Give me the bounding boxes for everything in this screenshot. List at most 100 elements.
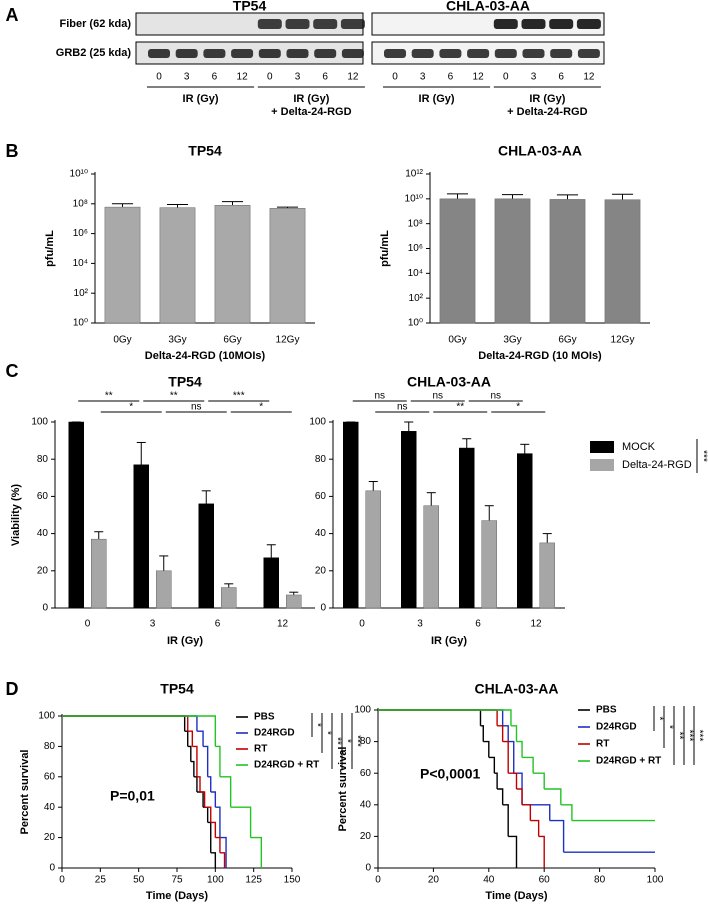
- survival-step: [207, 776, 212, 792]
- lane-label: 6: [212, 72, 218, 83]
- lane-label: 0: [392, 72, 398, 83]
- comparison-label: ns: [432, 391, 443, 402]
- chart-title: TP54: [168, 374, 202, 390]
- comparison-label: ns: [374, 391, 385, 402]
- comparison-label: **: [105, 391, 113, 402]
- survival-step: [215, 836, 221, 853]
- panel-label: B: [6, 141, 19, 161]
- survival-step: [193, 776, 198, 792]
- y-tick-label: 10¹⁰: [70, 169, 88, 180]
- legend-label: RT: [254, 744, 267, 755]
- survival-step: [522, 804, 551, 821]
- blot-title: TP54: [233, 0, 267, 14]
- condition-label: IR (Gy): [419, 93, 455, 105]
- y-tick-label: 10¹²: [405, 169, 423, 180]
- bar: [269, 208, 306, 324]
- significance-label: ***: [693, 730, 704, 742]
- survival-step: [510, 725, 518, 742]
- lane-label: 12: [583, 72, 595, 83]
- band: [341, 49, 364, 58]
- survival-step: [560, 804, 573, 821]
- survival-step: [516, 740, 523, 758]
- bar: [604, 199, 641, 324]
- survival-step: [219, 776, 232, 808]
- y-tick-label: 80: [37, 454, 49, 465]
- survival-step: [196, 791, 204, 808]
- lane-label: 0: [156, 72, 162, 83]
- y-tick-label: 0: [49, 863, 55, 874]
- x-axis-label: Delta-24-RGD (10MOIs): [145, 350, 266, 362]
- x-tick-label: 0: [59, 875, 65, 886]
- survival-step: [215, 745, 221, 777]
- x-tick-label: 12Gy: [611, 335, 635, 346]
- band: [521, 19, 546, 29]
- y-tick-label: 10⁴: [73, 258, 88, 269]
- y-tick-label: 40: [44, 802, 56, 813]
- y-axis-label: Percent survival: [19, 750, 31, 835]
- survival-step: [502, 725, 509, 742]
- chart-title: CHLA-03-AA: [475, 681, 559, 697]
- significance-label: *: [311, 723, 322, 727]
- y-tick-label: 10⁶: [73, 228, 88, 239]
- legend-swatch: [590, 459, 614, 471]
- lane-label: 6: [558, 72, 564, 83]
- x-tick-label: 6: [215, 619, 221, 630]
- bar: [481, 520, 497, 609]
- lane-label: 6: [448, 72, 454, 83]
- lane-label: 3: [531, 72, 537, 83]
- y-tick-label: 20: [360, 831, 372, 842]
- y-tick-label: 40: [315, 528, 327, 539]
- band: [576, 19, 601, 29]
- y-tick-label: 10⁰: [408, 318, 423, 329]
- significance-label: *: [653, 717, 664, 721]
- survival-step: [250, 836, 263, 868]
- survival-step: [544, 788, 562, 805]
- bar: [439, 198, 476, 324]
- lane-label: 12: [237, 72, 249, 83]
- legend-label: RT: [596, 739, 609, 750]
- y-tick-label: 80: [315, 454, 327, 465]
- significance-label: *: [663, 725, 674, 729]
- y-tick-label: 0: [42, 603, 48, 614]
- blot-title: CHLA-03-AA: [446, 0, 530, 14]
- blot-strip: [371, 12, 605, 36]
- lane-label: 0: [503, 72, 509, 83]
- x-tick-label: 125: [245, 875, 262, 886]
- y-tick-label: 10²: [409, 293, 424, 304]
- survival-step: [522, 804, 532, 821]
- x-tick-label: 6Gy: [558, 335, 576, 346]
- x-tick-label: 0Gy: [448, 335, 466, 346]
- condition-label: + Delta-24-RGD: [507, 106, 587, 118]
- comparison-label: **: [170, 391, 178, 402]
- bar: [494, 198, 531, 324]
- x-axis-label: IR (Gy): [167, 635, 203, 647]
- lane-label: 0: [267, 72, 273, 83]
- survival-step: [210, 852, 217, 868]
- y-tick-label: 100: [354, 705, 371, 716]
- band: [467, 49, 490, 58]
- survival-step: [530, 819, 540, 837]
- comparison-label: *: [259, 402, 263, 413]
- survival-step: [538, 835, 545, 868]
- panel-label: D: [6, 679, 19, 699]
- x-tick-label: 40: [483, 875, 495, 886]
- bar: [156, 570, 172, 609]
- x-tick-label: 0: [375, 875, 381, 886]
- row-label: Fiber (62 kda): [59, 18, 131, 30]
- lane-label: 12: [473, 72, 485, 83]
- band: [285, 19, 310, 29]
- legend-label: D24RGD + RT: [254, 760, 319, 771]
- x-tick-label: 6: [475, 619, 481, 630]
- survival-step: [62, 715, 198, 732]
- legend-label: PBS: [596, 705, 617, 716]
- survival-step: [502, 740, 509, 774]
- panel-label: C: [6, 361, 19, 381]
- significance-label: **: [673, 732, 684, 740]
- y-tick-label: 0: [320, 603, 326, 614]
- bar: [549, 199, 586, 324]
- x-tick-label: 100: [647, 875, 664, 886]
- bar: [401, 431, 417, 609]
- condition-label: + Delta-24-RGD: [271, 106, 351, 118]
- bar: [221, 587, 237, 609]
